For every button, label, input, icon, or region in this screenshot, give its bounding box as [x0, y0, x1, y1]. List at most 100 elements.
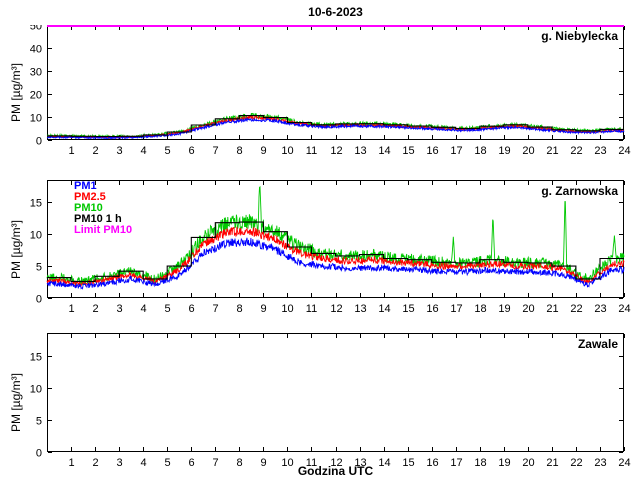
- svg-text:6: 6: [188, 457, 194, 469]
- svg-text:19: 19: [498, 145, 510, 157]
- svg-text:23: 23: [594, 457, 606, 469]
- station-label-niebylecka: g. Niebylecka: [541, 29, 618, 43]
- svg-text:22: 22: [570, 145, 582, 157]
- svg-text:15: 15: [402, 457, 414, 469]
- svg-text:8: 8: [236, 303, 242, 315]
- legend-item-pm10-1h: PM10 1 h: [74, 213, 122, 225]
- svg-text:10: 10: [30, 230, 42, 242]
- svg-text:23: 23: [594, 303, 606, 315]
- svg-text:24: 24: [618, 145, 630, 157]
- y-axis-label: PM [µg/m³]: [9, 373, 23, 432]
- svg-text:13: 13: [354, 303, 366, 315]
- svg-text:18: 18: [474, 303, 486, 315]
- svg-text:24: 24: [618, 457, 630, 469]
- svg-text:23: 23: [594, 145, 606, 157]
- legend: PM1 PM2.5 PM10 PM10 1 h Limit PM10: [74, 181, 132, 236]
- svg-text:17: 17: [450, 145, 462, 157]
- legend-item-pm1: PM1: [74, 180, 97, 192]
- svg-text:4: 4: [140, 303, 146, 315]
- station-label-zawale: Zawale: [577, 337, 618, 351]
- svg-text:21: 21: [546, 303, 558, 315]
- svg-text:12: 12: [330, 145, 342, 157]
- svg-text:19: 19: [498, 457, 510, 469]
- svg-text:14: 14: [378, 145, 390, 157]
- svg-text:1: 1: [68, 145, 74, 157]
- svg-text:2: 2: [92, 145, 98, 157]
- svg-text:13: 13: [354, 145, 366, 157]
- svg-text:22: 22: [570, 457, 582, 469]
- legend-item-limit-pm10: Limit PM10: [74, 224, 133, 236]
- svg-text:5: 5: [164, 145, 170, 157]
- svg-text:18: 18: [474, 457, 486, 469]
- svg-text:4: 4: [140, 457, 146, 469]
- svg-text:5: 5: [164, 303, 170, 315]
- svg-text:14: 14: [378, 457, 390, 469]
- svg-text:8: 8: [236, 457, 242, 469]
- plot-area-zawale: 1 2 3 4 5 6 7 8 9 10 11 12 13 14 15 16 17 18 19 20 21 22 23 240…: [30, 333, 631, 469]
- svg-text:7: 7: [212, 145, 218, 157]
- svg-text:7: 7: [212, 457, 218, 469]
- svg-text:5: 5: [36, 416, 42, 428]
- svg-text:18: 18: [474, 145, 486, 157]
- svg-text:11: 11: [306, 145, 317, 157]
- svg-text:9: 9: [260, 145, 266, 157]
- svg-text:0: 0: [36, 294, 42, 306]
- svg-text:3: 3: [116, 303, 122, 315]
- svg-text:15: 15: [30, 352, 42, 364]
- svg-text:20: 20: [30, 90, 42, 102]
- svg-text:12: 12: [330, 303, 342, 315]
- svg-text:24: 24: [618, 303, 630, 315]
- plot-area-niebylecka: 1 2 3 4 5 6 7 8 9 10 11 12 13 14 15 16 17 18 19 20 21 22 23 240…: [30, 25, 631, 157]
- y-axis-label: PM [µg/m³]: [9, 63, 23, 122]
- svg-text:16: 16: [426, 457, 438, 469]
- svg-text:1: 1: [68, 303, 74, 315]
- x-axis-label: Godzina UTC: [297, 464, 374, 478]
- y-axis-label: PM [µg/m³]: [9, 220, 23, 279]
- svg-text:9: 9: [260, 457, 266, 469]
- svg-text:2: 2: [92, 303, 98, 315]
- svg-text:17: 17: [450, 457, 462, 469]
- svg-text:21: 21: [546, 457, 558, 469]
- svg-text:0: 0: [36, 448, 42, 460]
- svg-text:16: 16: [426, 303, 438, 315]
- svg-text:17: 17: [450, 303, 462, 315]
- plot-area-zarnowska: 1 2 3 4 5 6 7 8 9 10 11 12 13 14 15 16 17 18 19 20 21 22 23 240…: [30, 180, 631, 315]
- svg-text:21: 21: [546, 145, 558, 157]
- svg-text:50: 50: [30, 25, 42, 33]
- legend-item-pm10: PM10: [74, 202, 103, 214]
- svg-text:14: 14: [378, 303, 390, 315]
- svg-text:3: 3: [116, 145, 122, 157]
- svg-text:15: 15: [402, 303, 414, 315]
- svg-text:11: 11: [306, 303, 317, 315]
- svg-text:20: 20: [522, 457, 534, 469]
- svg-text:22: 22: [570, 303, 582, 315]
- svg-text:12: 12: [330, 457, 342, 469]
- svg-text:10: 10: [281, 303, 293, 315]
- svg-text:10: 10: [30, 113, 42, 125]
- svg-text:16: 16: [426, 145, 438, 157]
- svg-text:13: 13: [354, 457, 366, 469]
- svg-text:1: 1: [68, 457, 74, 469]
- svg-text:2: 2: [92, 457, 98, 469]
- svg-text:11: 11: [306, 457, 317, 469]
- svg-text:5: 5: [164, 457, 170, 469]
- svg-text:9: 9: [260, 303, 266, 315]
- svg-text:10: 10: [30, 384, 42, 396]
- svg-text:40: 40: [30, 44, 42, 56]
- svg-text:15: 15: [402, 145, 414, 157]
- chart-title: 10-6-2023: [308, 5, 363, 19]
- svg-text:5: 5: [36, 262, 42, 274]
- svg-text:3: 3: [116, 457, 122, 469]
- svg-text:20: 20: [522, 145, 534, 157]
- svg-text:4: 4: [140, 145, 146, 157]
- svg-text:10: 10: [281, 145, 293, 157]
- svg-text:30: 30: [30, 67, 42, 79]
- svg-text:19: 19: [498, 303, 510, 315]
- svg-text:10: 10: [281, 457, 293, 469]
- svg-text:20: 20: [522, 303, 534, 315]
- station-label-zarnowska: g. Zarnowska: [541, 184, 618, 198]
- svg-text:6: 6: [188, 303, 194, 315]
- legend-item-pm2-5: PM2.5: [74, 191, 106, 203]
- svg-text:6: 6: [188, 145, 194, 157]
